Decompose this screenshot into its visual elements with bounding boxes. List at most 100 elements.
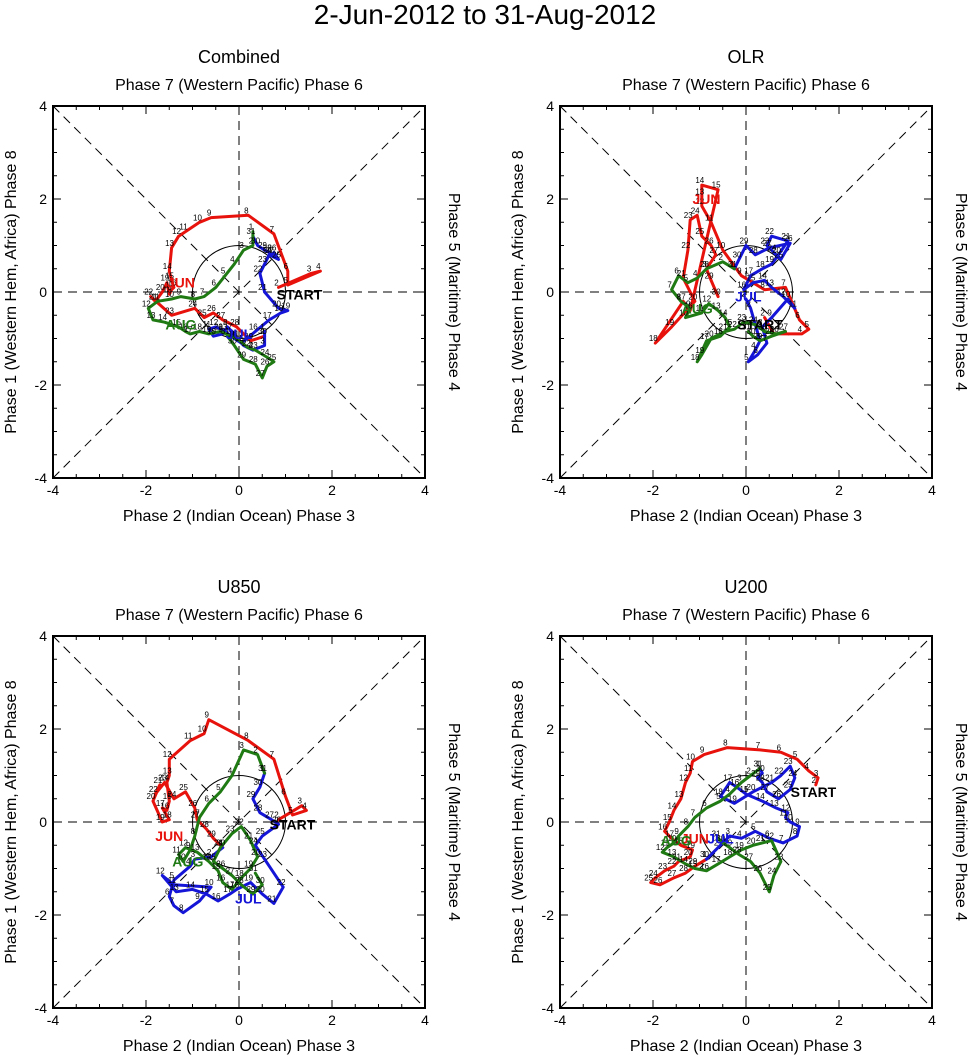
day-label: 15 (163, 792, 172, 801)
y-tick-label: 2 (546, 721, 554, 737)
day-label: 14 (679, 855, 688, 864)
day-label: 9 (186, 841, 191, 850)
day-label: 9 (686, 299, 691, 308)
day-label: 12 (695, 197, 704, 206)
day-label: 30 (228, 336, 237, 345)
day-label: 18 (691, 353, 700, 362)
top-phase-label: Phase 7 (Western Pacific) Phase 6 (622, 77, 870, 94)
day-label: 8 (723, 739, 728, 748)
day-label: 11 (179, 223, 188, 232)
day-label: 30 (216, 839, 225, 848)
day-label: 10 (177, 853, 186, 862)
day-label: 7 (170, 897, 175, 906)
day-label: 29 (246, 885, 255, 894)
day-label: 24 (788, 769, 797, 778)
unit-circle (192, 775, 286, 869)
day-label: 9 (767, 309, 772, 318)
top-phase-label: Phase 7 (Western Pacific) Phase 6 (115, 77, 363, 94)
month-label-aug: AUG (682, 300, 713, 316)
day-label: 9 (795, 818, 800, 827)
day-label: 26 (272, 815, 281, 824)
day-label: 16 (730, 778, 739, 787)
day-label: 10 (205, 878, 214, 887)
day-label: 8 (244, 732, 249, 741)
day-label: 20 (156, 283, 165, 292)
month-label-jul: JUL (707, 830, 734, 846)
month-label-jun: JUN (681, 830, 709, 846)
month-label-aug: AUG (165, 317, 196, 333)
day-label: 22 (728, 320, 737, 329)
y-tick-label: 4 (546, 628, 554, 644)
day-label: 30 (733, 250, 742, 259)
day-label: 10 (207, 327, 216, 336)
day-label: 24 (167, 790, 176, 799)
day-label: 21 (267, 894, 276, 903)
day-label: 22 (253, 264, 262, 273)
day-label: 16 (658, 822, 667, 831)
day-label: 4 (725, 785, 730, 794)
day-label: 18 (714, 787, 723, 796)
day-label: 31 (728, 260, 737, 269)
day-label: 1 (260, 764, 265, 773)
x-tick-label: 4 (421, 482, 429, 498)
top-phase-label: Phase 7 (Western Pacific) Phase 6 (622, 607, 870, 624)
day-label: 24 (188, 299, 197, 308)
day-label: 1 (730, 260, 735, 269)
y-tick-label: 0 (39, 814, 47, 830)
day-label: 11 (684, 764, 693, 773)
day-label: 12 (156, 866, 165, 875)
day-label: 3 (307, 264, 312, 273)
start-label: START (277, 286, 323, 302)
day-label: 31 (221, 327, 230, 336)
day-label: 19 (728, 794, 737, 803)
month-label-jul: JUL (235, 891, 262, 907)
day-label: 2 (714, 839, 719, 848)
day-label: 18 (723, 848, 732, 857)
day-label: 31 (246, 227, 255, 236)
day-label: 9 (674, 827, 679, 836)
day-label: 17 (223, 885, 232, 894)
day-label: 13 (163, 767, 172, 776)
day-label: 9 (177, 288, 182, 297)
y-tick-label: 0 (546, 284, 554, 300)
day-label: 19 (244, 860, 253, 869)
right-phase-label: Phase 5 (Maritime) Phase 4 (445, 193, 462, 391)
day-label: 8 (760, 281, 765, 290)
day-label: 20 (256, 885, 265, 894)
day-label: 10 (667, 834, 676, 843)
x-tick-label: -4 (554, 482, 567, 498)
series-line-jul (160, 771, 285, 915)
day-label: 3 (737, 773, 742, 782)
day-label: 21 (230, 330, 239, 339)
day-label: 8 (244, 206, 249, 215)
x-tick-label: -2 (140, 1012, 153, 1028)
day-label: 14 (202, 853, 211, 862)
day-label: 27 (226, 866, 235, 875)
day-label: 20 (772, 246, 781, 255)
day-label: 16 (684, 302, 693, 311)
chart-panel-olr: OLR Phase 7 (Western Pacific) Phase 6 Phas… (510, 47, 969, 525)
day-label: 12 (142, 299, 151, 308)
x-tick-label: -2 (140, 482, 153, 498)
day-label: 3 (191, 850, 196, 859)
day-label: 18 (163, 811, 172, 820)
day-label: 19 (160, 274, 169, 283)
day-label: 21 (258, 283, 267, 292)
day-label: 16 (167, 278, 176, 287)
series-line-jun (149, 213, 322, 343)
day-label: 18 (649, 334, 658, 343)
day-label: 11 (168, 876, 177, 885)
day-label: 28 (253, 804, 262, 813)
bottom-phase-label: Phase 2 (Indian Ocean) Phase 3 (630, 508, 862, 525)
day-label: 24 (649, 869, 658, 878)
month-label-aug: AUG (172, 854, 203, 870)
day-label: 10 (784, 813, 793, 822)
day-label: 17 (226, 880, 235, 889)
day-label: 21 (672, 853, 681, 862)
y-tick-label: 2 (546, 191, 554, 207)
day-label: 25 (695, 227, 704, 236)
day-label: 13 (170, 883, 179, 892)
day-label: 5 (744, 353, 749, 362)
